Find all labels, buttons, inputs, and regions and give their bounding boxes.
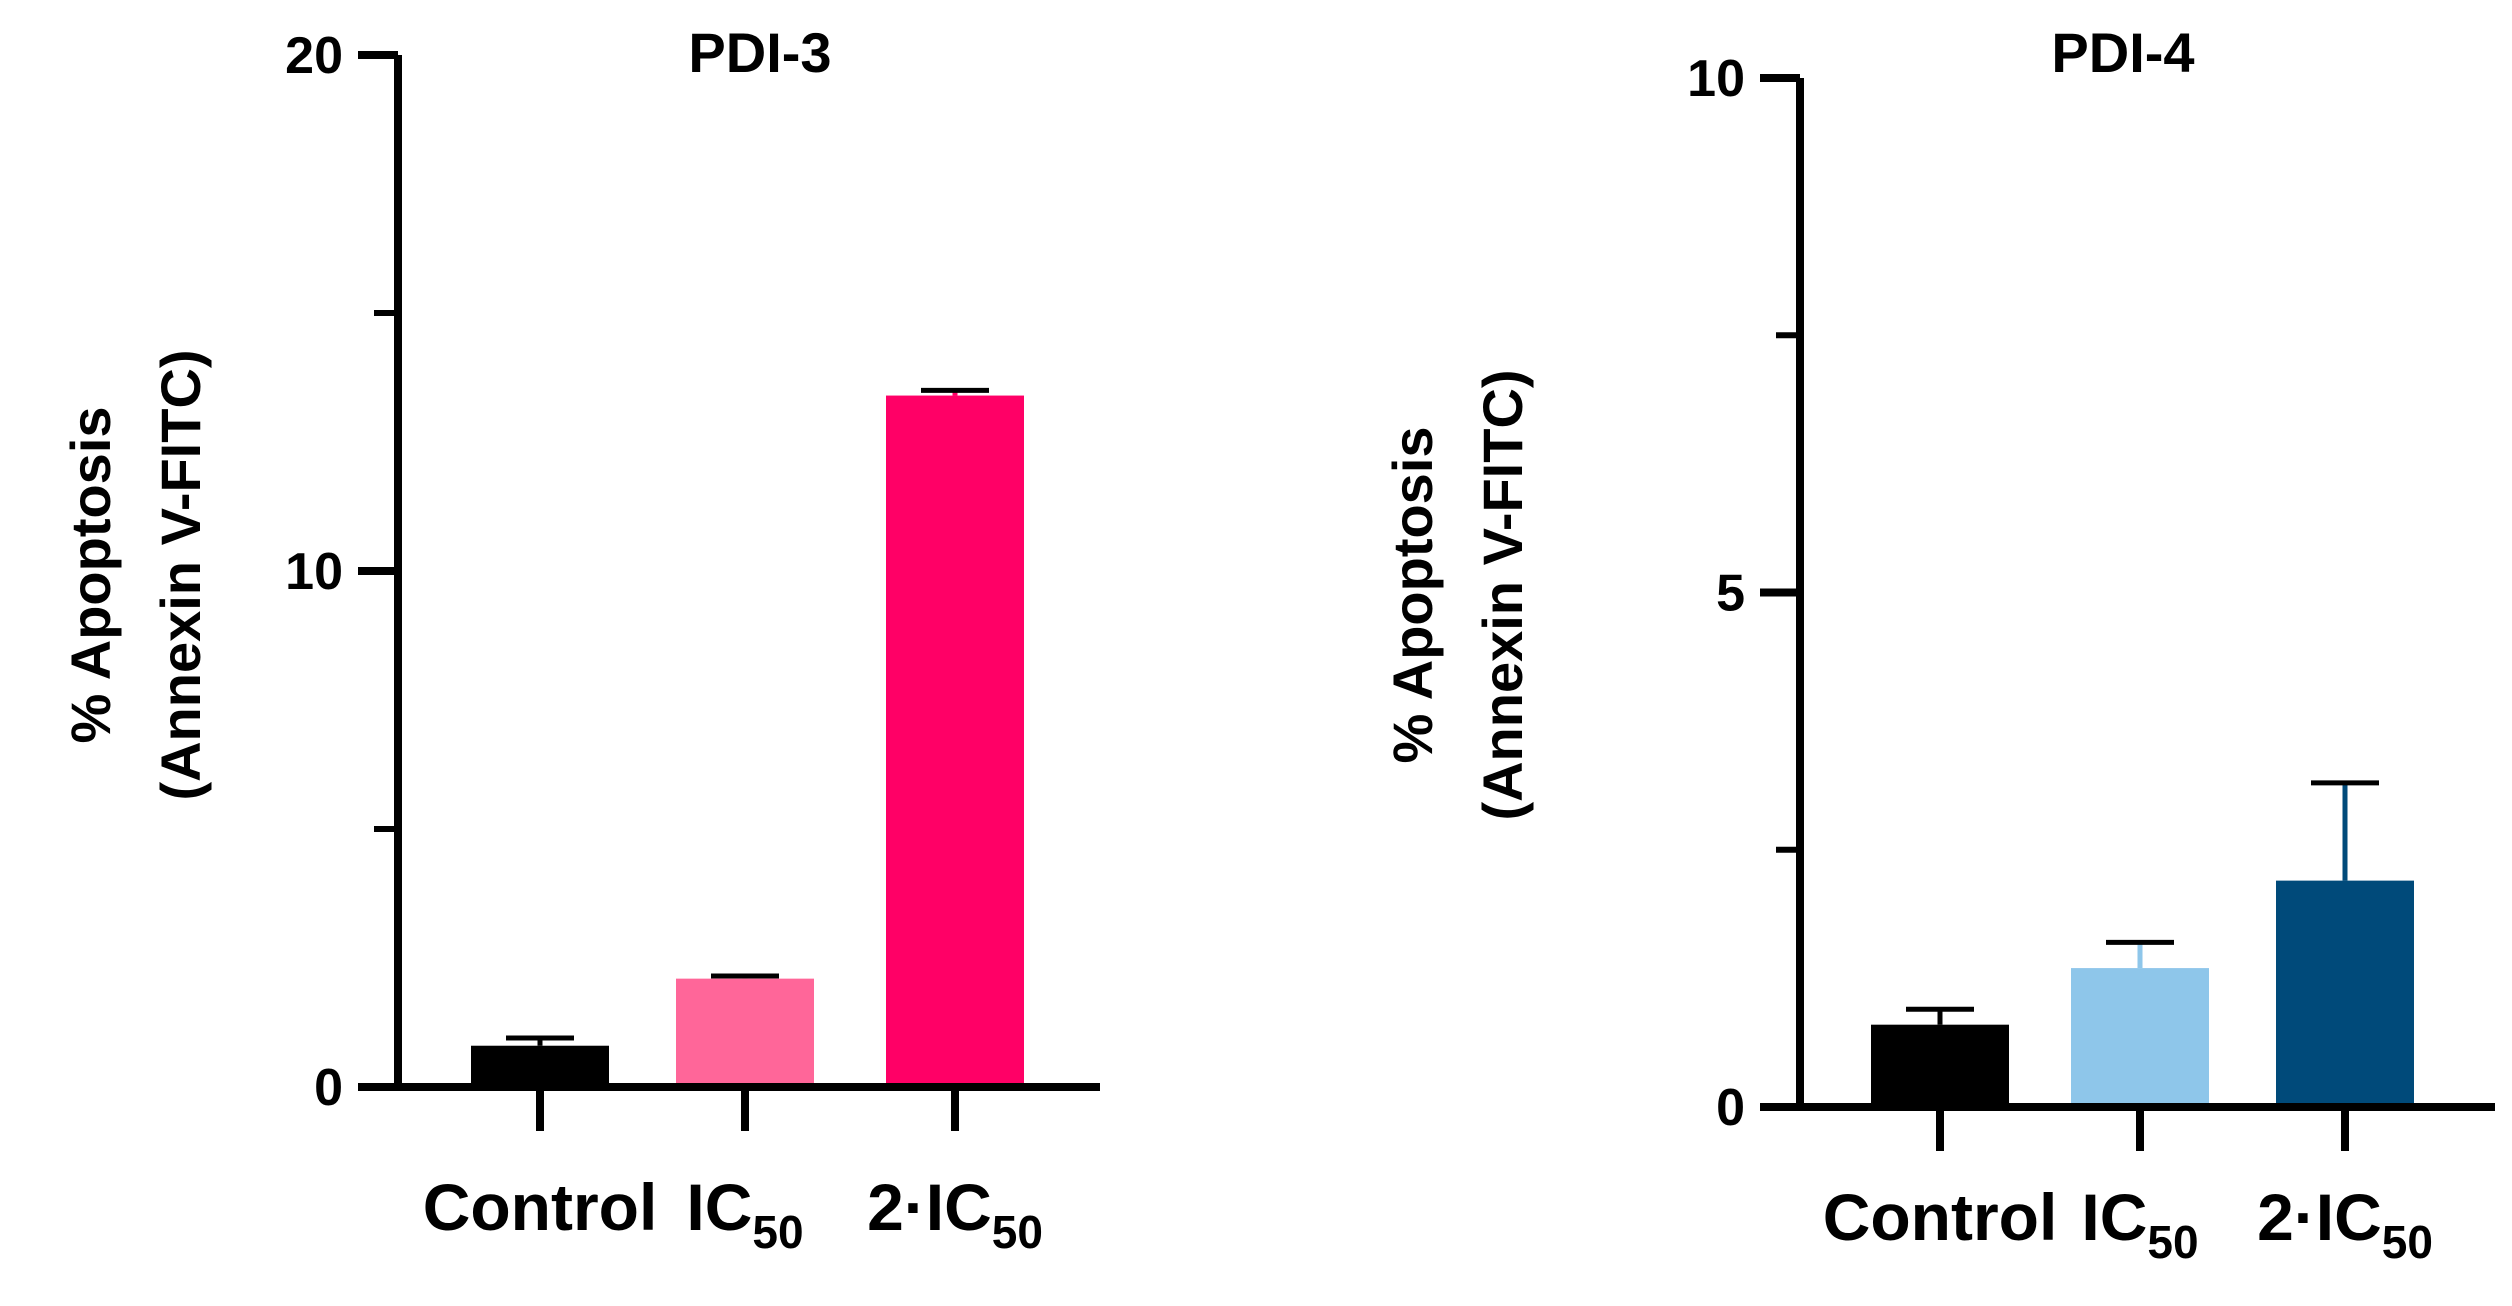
bar [676, 978, 814, 1087]
chart-title: PDI-4 [2051, 21, 2194, 84]
bar [1871, 1024, 2009, 1107]
bar [2071, 968, 2209, 1107]
bar [471, 1045, 609, 1087]
plot-area: 0 5 10 Control IC50 2·IC50 [1687, 50, 2495, 1268]
y-axis-label-line1: % Apoptosis [59, 406, 122, 743]
y-tick-label: 10 [1687, 50, 1745, 108]
x-tick-label: 2·IC50 [867, 1170, 1043, 1258]
y-tick-label: 20 [285, 27, 343, 85]
x-tick-label: IC50 [2081, 1180, 2198, 1268]
y-tick-label: 0 [314, 1059, 343, 1117]
y-tick-label: 10 [285, 543, 343, 601]
chart-pdi-3: PDI-3 % Apoptosis (Annexin V-FITC) 0 10 20… [59, 21, 1100, 1258]
x-tick-label: IC50 [686, 1170, 803, 1258]
y-tick-label: 0 [1716, 1079, 1745, 1137]
x-tick-label: Control [423, 1170, 658, 1244]
x-tick-label: 2·IC50 [2257, 1180, 2433, 1268]
x-tick-label: Control [1823, 1180, 2058, 1254]
bar [886, 395, 1024, 1087]
chart-title: PDI-3 [688, 21, 831, 84]
y-axis-label-line2: (Annexin V-FITC) [1471, 369, 1534, 820]
bar [2276, 880, 2414, 1107]
chart-pdi-4: PDI-4 % Apoptosis (Annexin V-FITC) 0 5 10 C… [1381, 21, 2495, 1268]
y-axis-label-line2: (Annexin V-FITC) [149, 349, 212, 800]
y-tick-label: 5 [1716, 565, 1745, 623]
y-axis-label-line1: % Apoptosis [1381, 426, 1444, 763]
plot-area: 0 10 20 Control IC50 2·IC50 [285, 27, 1100, 1258]
